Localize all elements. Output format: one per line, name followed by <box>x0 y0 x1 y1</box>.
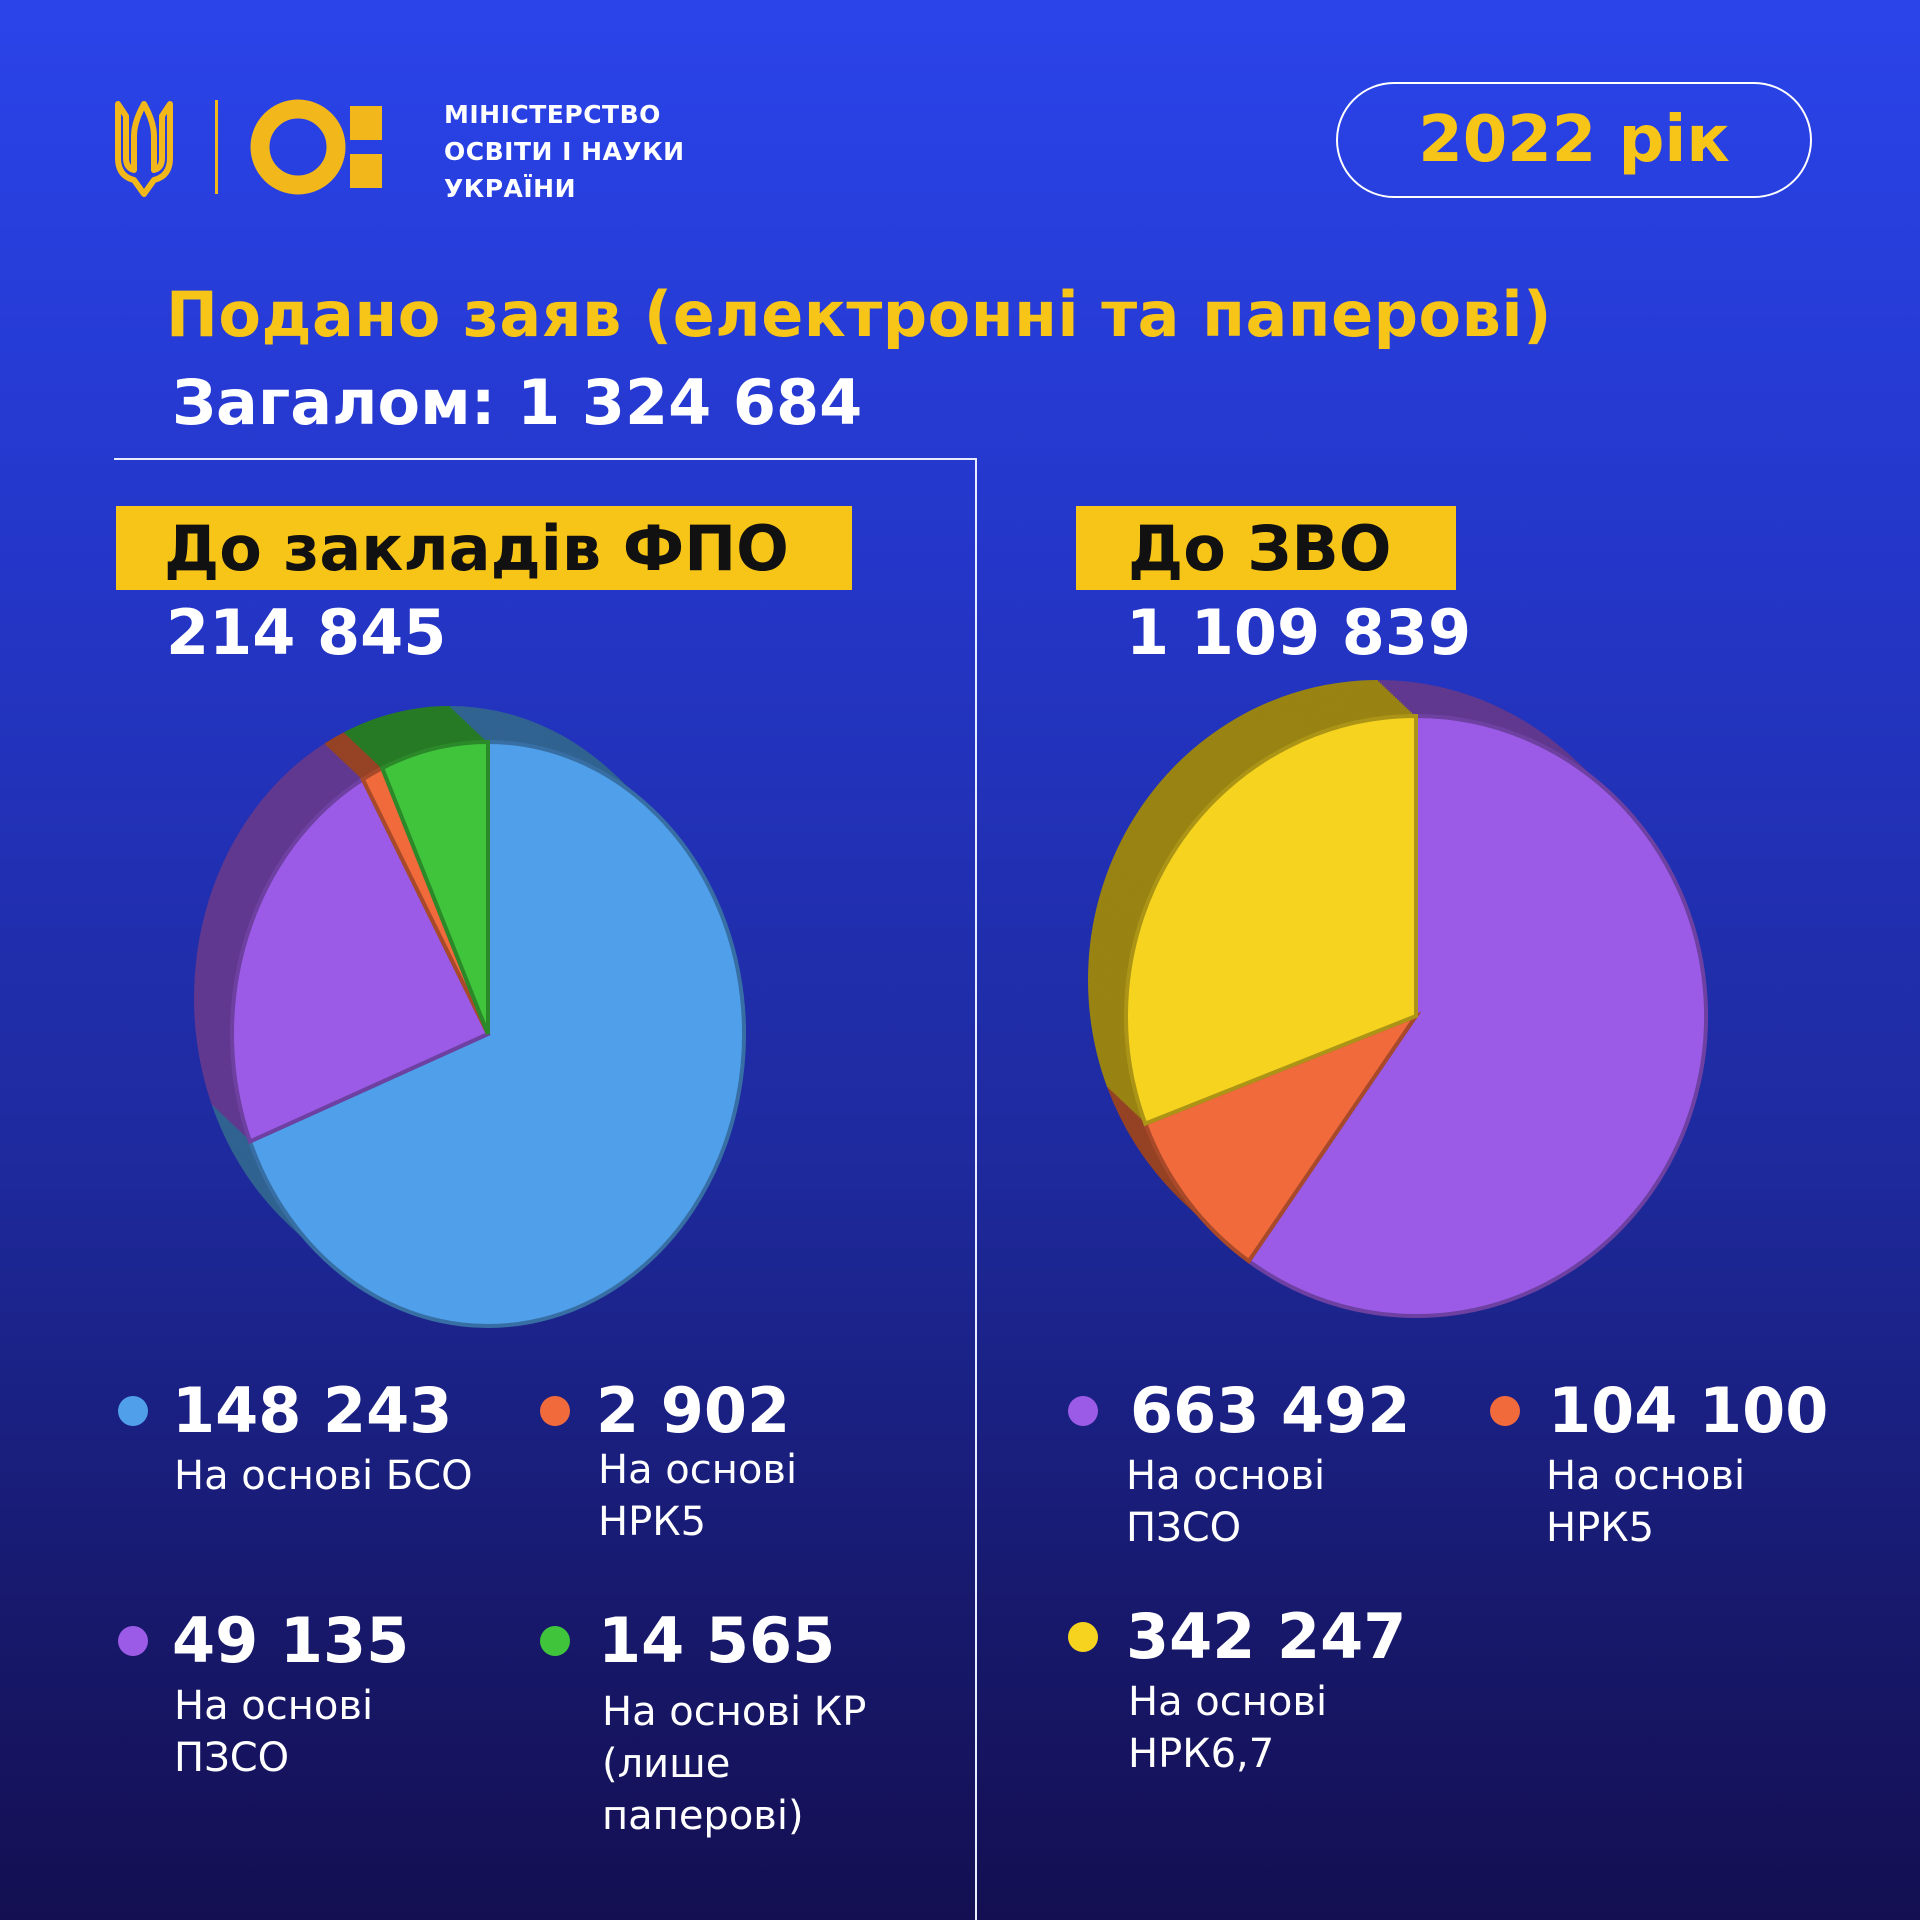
legend-value: 49 135 <box>172 1604 410 1677</box>
pie-slice <box>1142 1011 1422 1264</box>
legend-dot <box>1068 1396 1098 1426</box>
ministry-logo-icon <box>250 99 382 195</box>
total-count: Загалом: 1 324 684 <box>172 366 863 439</box>
pie-slice <box>1124 713 1418 1127</box>
fpo-total: 214 845 <box>166 596 447 669</box>
ministry-name: МІНІСТЕРСТВО ОСВІТИ І НАУКИ УКРАЇНИ <box>444 96 685 207</box>
ministry-line: УКРАЇНИ <box>444 174 577 203</box>
legend-label: На основі ПЗСО <box>1126 1453 1326 1551</box>
legend-dot <box>540 1396 570 1426</box>
legend-dot <box>1068 1622 1098 1652</box>
legend-label: На основі ПЗСО <box>174 1683 374 1781</box>
vertical-divider <box>975 458 977 1920</box>
legend-value: 14 565 <box>598 1604 836 1677</box>
legend-label: На основі БСО <box>174 1453 473 1499</box>
pie-slice <box>247 739 747 1328</box>
legend-dot <box>118 1626 148 1656</box>
legend-value: 104 100 <box>1548 1374 1829 1447</box>
legend-label: На основі КР (лише паперові) <box>602 1689 867 1839</box>
header-divider <box>215 100 218 194</box>
pie-slice <box>1246 713 1709 1318</box>
zvo-total: 1 109 839 <box>1126 596 1472 669</box>
legend-value: 2 902 <box>596 1374 791 1447</box>
page-title: Подано заяв (електронні та паперові) <box>166 278 1552 351</box>
horizontal-divider <box>114 458 976 460</box>
legend-dot <box>540 1626 570 1656</box>
year-badge: 2022 рік <box>1336 82 1812 198</box>
pie-slice <box>230 776 491 1145</box>
legend-dot <box>1490 1396 1520 1426</box>
legend-value: 663 492 <box>1130 1374 1411 1447</box>
legend-value: 342 247 <box>1126 1600 1407 1673</box>
legend-value: 148 243 <box>172 1374 453 1447</box>
legend-dot <box>118 1396 148 1426</box>
legend-label: На основі НРК5 <box>1546 1453 1746 1551</box>
ministry-line: ОСВІТИ І НАУКИ <box>444 137 685 166</box>
legend-label: На основі НРК6,7 <box>1128 1679 1328 1777</box>
ukraine-trident-icon <box>115 101 173 197</box>
fpo-section-title: До закладів ФПО <box>116 506 852 590</box>
legend-label: На основі НРК5 <box>598 1447 798 1545</box>
zvo-section-title: До ЗВО <box>1076 506 1456 590</box>
pie-slice <box>379 739 490 1035</box>
ministry-line: МІНІСТЕРСТВО <box>444 100 661 129</box>
